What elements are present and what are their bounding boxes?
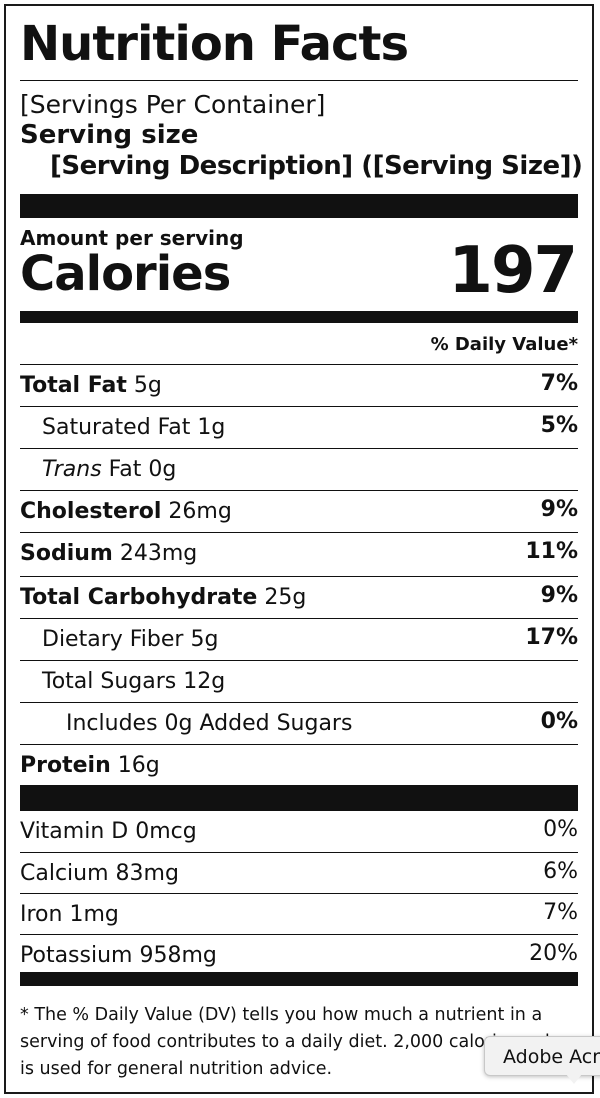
nutrient-amount: 0g: [148, 457, 177, 482]
nutrient-amount: 12g: [183, 669, 226, 694]
nutrient-name: Dietary Fiber: [42, 627, 184, 652]
nutrient-amount: 26mg: [168, 499, 232, 524]
vitamin-dv: 6%: [543, 859, 578, 884]
vitamin-amount: 958mg: [139, 943, 217, 968]
nutrient-row-dietary-fiber: Dietary Fiber 5g 17%: [20, 618, 578, 660]
nutrient-amount: 5g: [133, 373, 162, 398]
nutrient-row-trans-fat: Trans Fat 0g: [20, 448, 578, 490]
amount-per-serving: Amount per serving: [20, 226, 244, 250]
vitamin-amount: 83mg: [115, 861, 179, 886]
app-tooltip: Adobe Acrobat: [484, 1036, 600, 1076]
vitamin-dv: 20%: [529, 941, 578, 966]
nutrient-name: Saturated Fat: [42, 415, 191, 440]
vitamin-row-vitamin-d: Vitamin D 0mcg 0%: [20, 811, 578, 853]
nutrition-facts-label: Nutrition Facts [Servings Per Container]…: [4, 4, 594, 1094]
nutrient-row-protein: Protein 16g: [20, 744, 578, 786]
daily-value-footnote: * The % Daily Value (DV) tells you how m…: [20, 1005, 571, 1079]
nutrient-name: Cholesterol: [20, 499, 162, 524]
nutrient-amount: 25g: [264, 585, 307, 610]
nutrient-row-total-carbohydrate: Total Carbohydrate 25g 9%: [20, 576, 578, 618]
nutrient-amount: 1g: [197, 415, 226, 440]
nutrient-name: Trans: [42, 457, 102, 482]
tooltip-text: Adobe Acrobat: [503, 1046, 600, 1068]
nutrient-name: Total Sugars: [42, 669, 177, 694]
medium-divider: [20, 311, 578, 323]
thick-divider: [20, 785, 578, 811]
vitamin-dv: 0%: [543, 817, 578, 842]
nutrient-dv: 11%: [525, 539, 578, 564]
daily-value-header: % Daily Value*: [430, 334, 578, 355]
nutrient-row-total-sugars: Total Sugars 12g: [20, 660, 578, 702]
vitamin-row-iron: Iron 1mg 7%: [20, 893, 578, 935]
medium-divider: [20, 972, 578, 986]
nutrient-row-total-fat: Total Fat 5g 7%: [20, 364, 578, 406]
nutrient-name: Total Carbohydrate: [20, 585, 258, 610]
vitamin-name: Calcium: [20, 861, 109, 886]
nutrient-name-suffix: Fat: [108, 457, 142, 482]
serving-size-label: Serving size: [20, 120, 199, 150]
divider: [20, 80, 578, 81]
nutrient-dv: 7%: [540, 371, 578, 396]
nutrient-amount: 243mg: [119, 541, 198, 566]
nutrient-row-sodium: Sodium 243mg 11%: [20, 532, 578, 574]
vitamin-name: Vitamin D: [20, 819, 129, 844]
nutrient-row-saturated-fat: Saturated Fat 1g 5%: [20, 406, 578, 448]
vitamin-dv: 7%: [543, 900, 578, 925]
calories-label: Calories: [20, 246, 231, 302]
vitamin-name: Iron: [20, 902, 63, 927]
vitamin-name: Potassium: [20, 943, 133, 968]
vitamin-amount: 1mg: [69, 902, 119, 927]
nutrient-name: Sodium: [20, 541, 113, 566]
vitamin-row-calcium: Calcium 83mg 6%: [20, 852, 578, 894]
nutrient-row-added-sugars: Includes 0g Added Sugars 0%: [20, 702, 578, 744]
nutrient-row-cholesterol: Cholesterol 26mg 9%: [20, 490, 578, 532]
vitamin-row-potassium: Potassium 958mg 20%: [20, 934, 578, 976]
thick-divider: [20, 194, 578, 218]
nutrient-dv: 17%: [525, 625, 578, 650]
vitamin-amount: 0mcg: [135, 819, 197, 844]
nutrient-dv: 9%: [540, 497, 578, 522]
serving-description: [Serving Description] ([Serving Size]): [50, 151, 583, 181]
label-title: Nutrition Facts: [20, 16, 409, 72]
nutrient-name: Includes 0g Added Sugars: [66, 711, 353, 736]
calories-value: 197: [448, 234, 578, 308]
servings-per-container: [Servings Per Container]: [20, 90, 326, 119]
nutrient-amount: 5g: [190, 627, 219, 652]
nutrient-amount: 16g: [117, 753, 160, 778]
nutrient-dv: 0%: [540, 709, 578, 734]
tooltip-tail: [566, 1074, 582, 1084]
nutrient-name: Protein: [20, 753, 111, 778]
nutrient-dv: 9%: [540, 583, 578, 608]
nutrient-name: Total Fat: [20, 373, 127, 398]
nutrient-dv: 5%: [540, 413, 578, 438]
